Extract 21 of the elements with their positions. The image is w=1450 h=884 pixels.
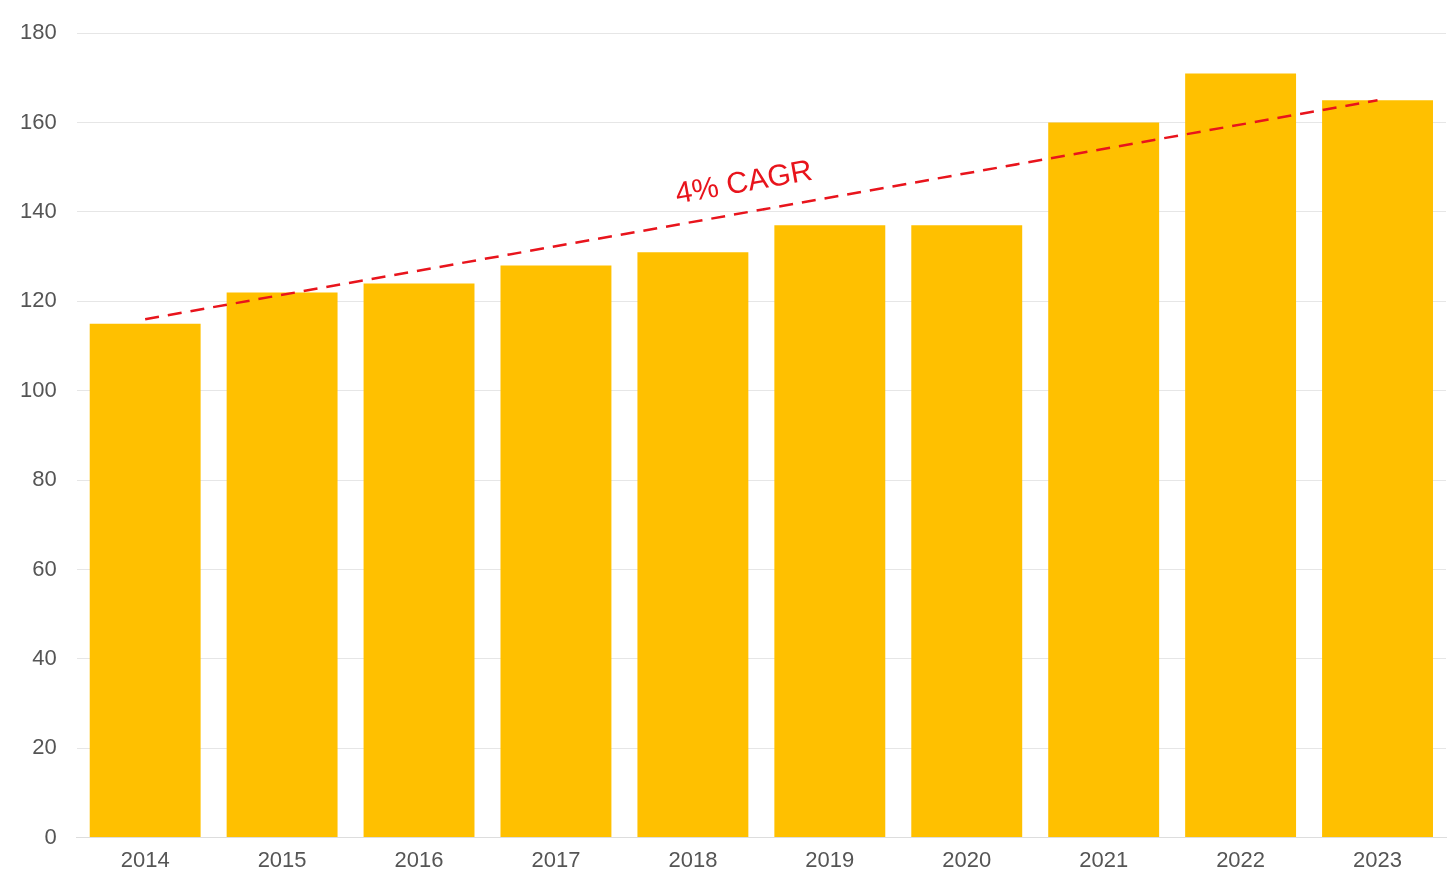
x-tick-label: 2015: [257, 846, 307, 872]
x-tick-label: 2019: [805, 846, 855, 872]
y-tick-label: 0: [44, 823, 57, 849]
x-tick-label: 2016: [394, 846, 444, 872]
x-tick-label: 2018: [668, 846, 718, 872]
x-tick-label: 2017: [531, 846, 581, 872]
y-tick-label: 140: [19, 198, 57, 224]
y-tick-label: 60: [32, 555, 57, 581]
y-tick-label: 80: [32, 466, 57, 492]
y-tick-label: 40: [32, 644, 57, 670]
x-tick-label: 2014: [120, 846, 170, 872]
x-tick-label: 2022: [1216, 846, 1266, 872]
x-tick-label: 2020: [942, 846, 992, 872]
y-tick-label: 20: [32, 734, 57, 760]
x-tick-label: 2021: [1079, 846, 1129, 872]
text: 4% CAGR: [672, 152, 815, 210]
y-tick-label: 100: [19, 376, 57, 402]
x-tick-label: 2023: [1353, 846, 1403, 872]
y-tick-label: 160: [19, 108, 57, 134]
y-tick-label: 180: [19, 19, 57, 45]
y-tick-label: 120: [19, 287, 57, 313]
